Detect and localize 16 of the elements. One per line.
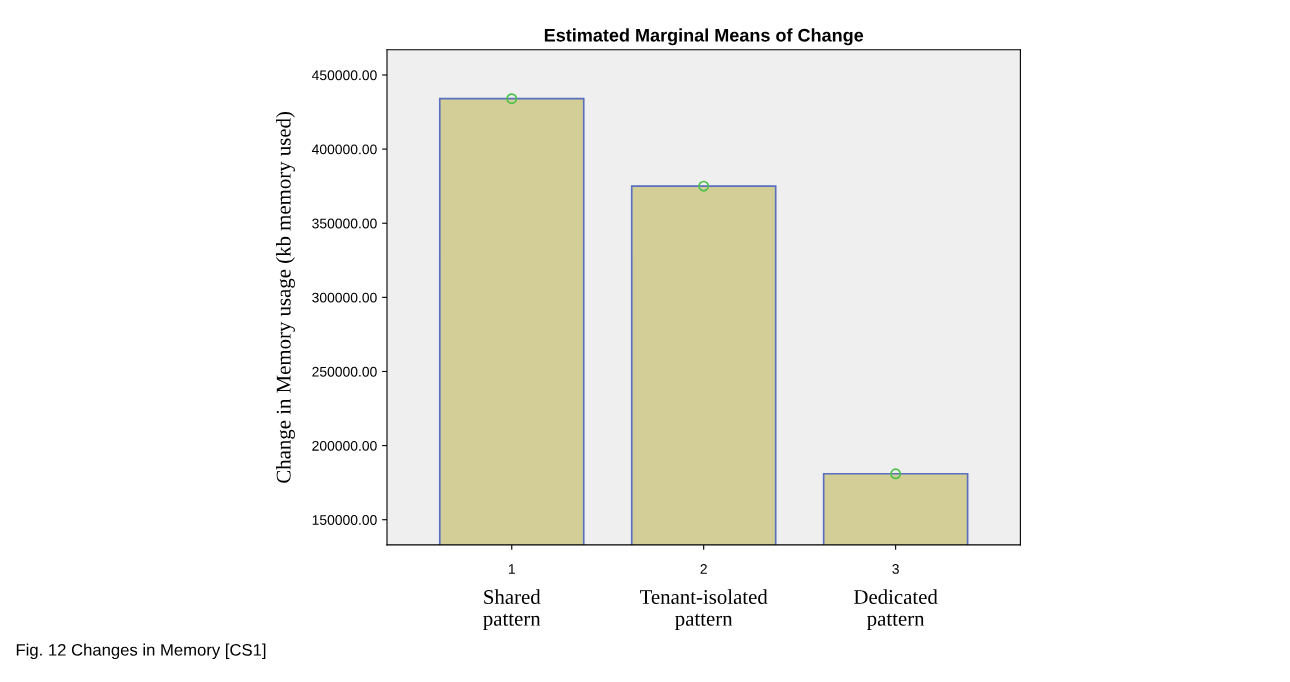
text: Shared pattern <box>483 589 541 631</box>
x-tick-label: 2 <box>700 564 707 574</box>
y-tick-label: 450000.00 <box>311 70 377 81</box>
y-tick-label: 400000.00 <box>311 144 377 155</box>
x-tick-label: 1 <box>508 564 515 574</box>
y-tick-label: 200000.00 <box>312 440 377 451</box>
y-tick-label: 300000.00 <box>312 292 377 303</box>
x-tick-label: 3 <box>892 564 899 574</box>
caption: Fig. 12 Changes in Memory [CS1] <box>16 643 266 660</box>
y-tick-label: 350000.00 <box>312 218 377 229</box>
chart-title: Estimated Marginal Means of Change <box>544 28 864 46</box>
y-tick-label: 250000.00 <box>312 366 377 377</box>
text: Tenant-isolated pattern <box>640 589 768 631</box>
y-axis-title: Change in Memory usage (kb memory used) <box>276 111 295 483</box>
y-tick-label: 150000.00 <box>312 515 377 525</box>
text: Dedicated pattern <box>854 589 938 631</box>
